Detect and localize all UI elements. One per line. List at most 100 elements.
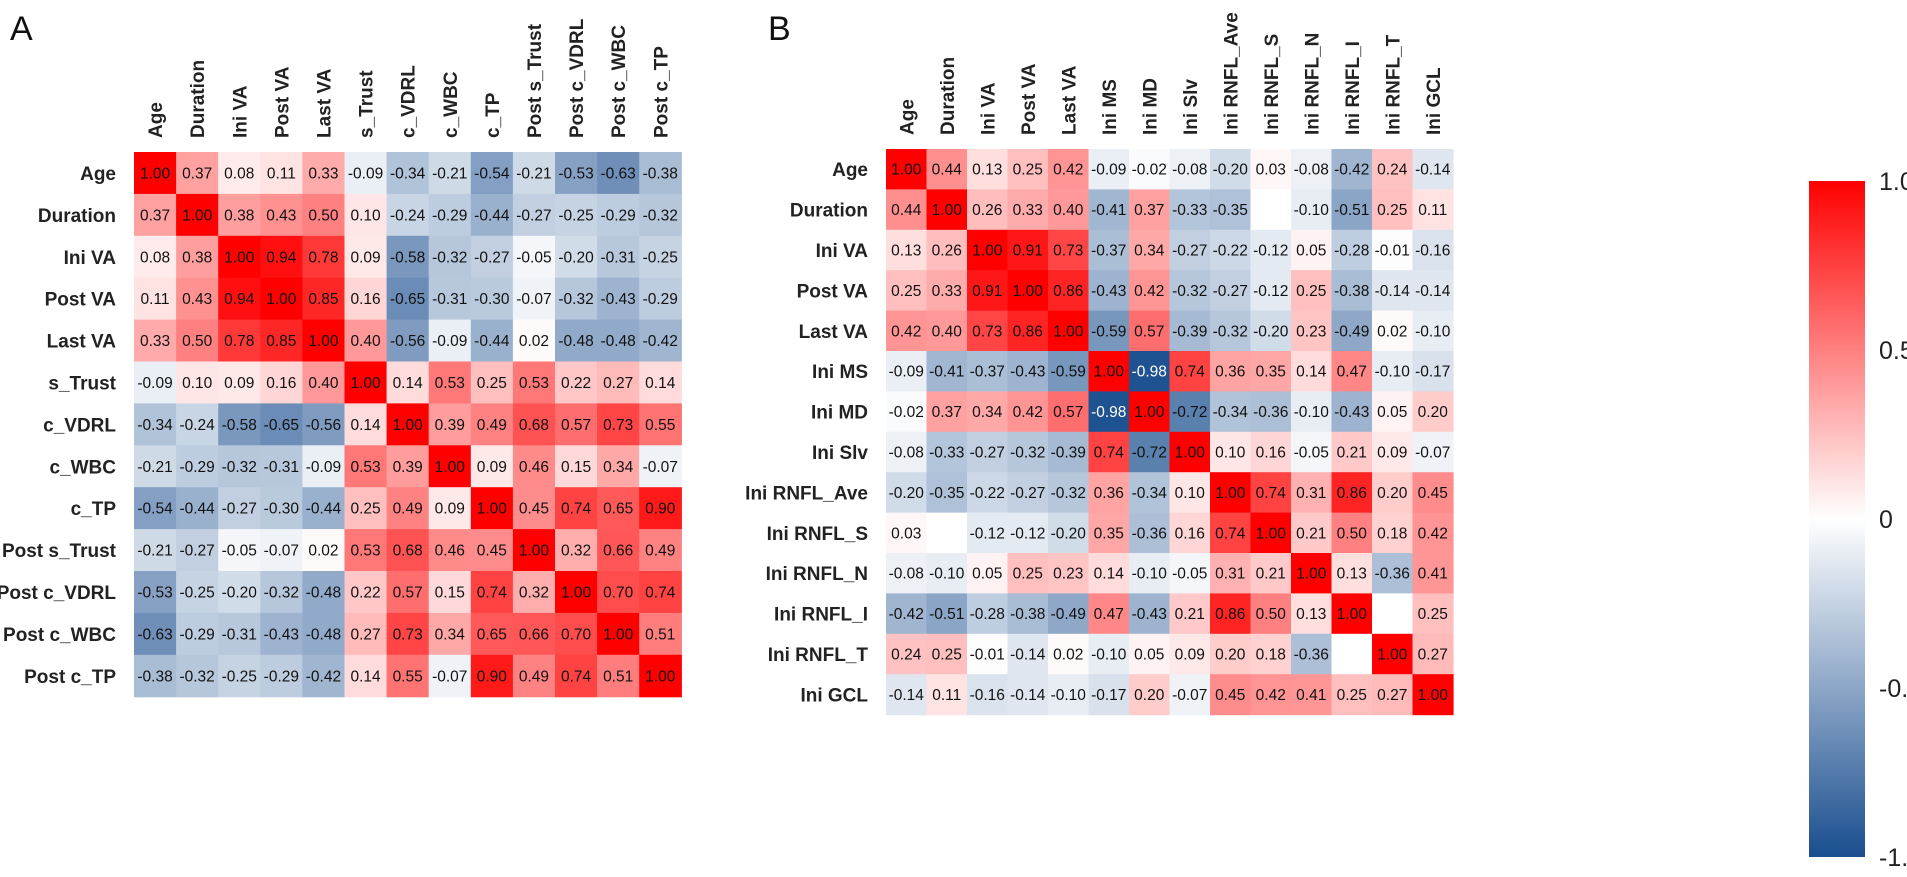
heatmap-cell [176, 361, 219, 404]
heatmap-cell [1291, 270, 1333, 312]
row-label: Post VA [45, 290, 117, 311]
heatmap-cell [1250, 229, 1292, 271]
cell-value-label: -0.30 [474, 291, 510, 308]
cell-value-label: -0.09 [348, 165, 383, 182]
heatmap-cell [512, 445, 556, 488]
cell-value-label: -0.48 [306, 584, 341, 601]
heatmap-cell [886, 593, 928, 635]
heatmap-cell [1250, 431, 1292, 473]
heatmap-cell [886, 674, 928, 716]
cell-value-label: -0.28 [1334, 243, 1369, 260]
heatmap-cell [1250, 553, 1292, 594]
cell-value-label: 0.32 [561, 543, 591, 560]
cell-value-label: -0.36 [1132, 525, 1167, 542]
cell-value-label: -0.33 [1172, 202, 1207, 219]
heatmap-cell [1169, 633, 1211, 675]
cell-value-label: 0.20 [1134, 687, 1165, 704]
cell-value-label: -0.02 [1132, 162, 1167, 179]
heatmap-cell [1007, 351, 1049, 392]
cell-value-label: -0.12 [1010, 525, 1045, 542]
colorbar-tick-label: 0.5 [1879, 337, 1907, 365]
cell-value-label: -0.17 [1091, 687, 1126, 704]
heatmap-cell [428, 445, 472, 488]
cell-value-label: 0.24 [891, 647, 922, 664]
heatmap-cell [1331, 472, 1373, 514]
cell-value-label: -0.98 [1091, 404, 1126, 421]
cell-value-label: 0.73 [1053, 243, 1083, 260]
cell-value-label: -0.34 [1132, 485, 1168, 502]
cell-value-label: -0.07 [516, 291, 551, 308]
colorbar-tick-label: 1.0 [1879, 168, 1907, 196]
cell-value-label: 0.05 [1377, 404, 1407, 421]
heatmap-cell [1331, 431, 1373, 473]
heatmap-cell [1210, 472, 1252, 514]
heatmap-cell [639, 319, 682, 363]
heatmap-cell [926, 351, 968, 392]
cell-value-label: -0.32 [179, 668, 214, 685]
heatmap-cell [967, 189, 1009, 231]
cell-value-label: 0.13 [972, 162, 1002, 179]
heatmap-cell [1129, 674, 1171, 716]
cell-value-label: -0.72 [1132, 445, 1167, 462]
heatmap-cell [1007, 674, 1049, 716]
cell-value-label: 0.26 [932, 243, 962, 260]
heatmap-cell [926, 553, 968, 594]
cell-value-label: 0.38 [182, 249, 212, 266]
cell-value-label: 1.00 [350, 375, 381, 392]
heatmap-cell [344, 193, 388, 237]
cell-value-label: 0.43 [182, 291, 212, 308]
heatmap-cell [176, 487, 219, 530]
heatmap-cell [1169, 431, 1211, 473]
cell-value-label: 0.73 [393, 626, 423, 643]
heatmap-cell [176, 319, 219, 363]
heatmap-cell [134, 193, 177, 237]
heatmap-cell [1007, 310, 1049, 352]
cell-value-label: -0.42 [889, 606, 924, 623]
cell-value-label: 0.74 [477, 584, 508, 601]
cell-value-label: 0.74 [561, 668, 592, 685]
heatmap-cell [344, 361, 388, 404]
heatmap-cell [967, 391, 1009, 433]
cell-value-label: 0.21 [1337, 445, 1367, 462]
cell-value-label: -0.34 [1213, 404, 1249, 421]
heatmap-cell [1331, 310, 1373, 352]
heatmap-cell [1169, 553, 1211, 594]
heatmap-cell [1331, 189, 1373, 231]
heatmap-cell [1169, 310, 1211, 352]
heatmap-cell [302, 487, 346, 530]
cell-value-label: -0.44 [306, 501, 342, 518]
heatmap-cell [302, 403, 346, 446]
cell-value-label: -0.41 [929, 364, 964, 381]
row-label: s_Trust [48, 373, 116, 394]
cell-value-label: -0.30 [264, 501, 300, 518]
heatmap-cell [1412, 229, 1454, 271]
cell-value-label: -0.56 [390, 333, 425, 350]
heatmap-cell [1088, 553, 1130, 594]
heatmap-cell [1331, 351, 1373, 392]
heatmap-cell [1250, 270, 1292, 312]
heatmap-cell [1048, 310, 1090, 352]
cell-value-label: -0.01 [1375, 243, 1410, 260]
row-label: Ini VA [64, 248, 117, 269]
cell-value-label: 1.00 [1134, 404, 1165, 421]
cell-value-label: -0.32 [1213, 323, 1248, 340]
cell-value-label: -0.12 [970, 525, 1005, 542]
heatmap-cell [1129, 512, 1171, 554]
cell-value-label: -0.02 [889, 404, 924, 421]
cell-value-label: -0.39 [1051, 445, 1086, 462]
heatmap-cell [386, 193, 430, 237]
cell-value-label: 1.00 [603, 626, 634, 643]
heatmap-cell [218, 361, 261, 404]
cell-value-label: -0.48 [558, 333, 593, 350]
heatmap-cell [1169, 512, 1211, 554]
heatmap-cell [1210, 149, 1252, 190]
heatmap-cell [260, 319, 303, 363]
heatmap-cell [1331, 270, 1373, 312]
cell-value-label: -0.59 [1051, 364, 1086, 381]
heatmap-cell [218, 277, 261, 321]
heatmap-cell [176, 571, 219, 614]
heatmap-cell [1129, 189, 1171, 231]
heatmap-cell [386, 445, 430, 488]
heatmap-cell [302, 529, 346, 572]
